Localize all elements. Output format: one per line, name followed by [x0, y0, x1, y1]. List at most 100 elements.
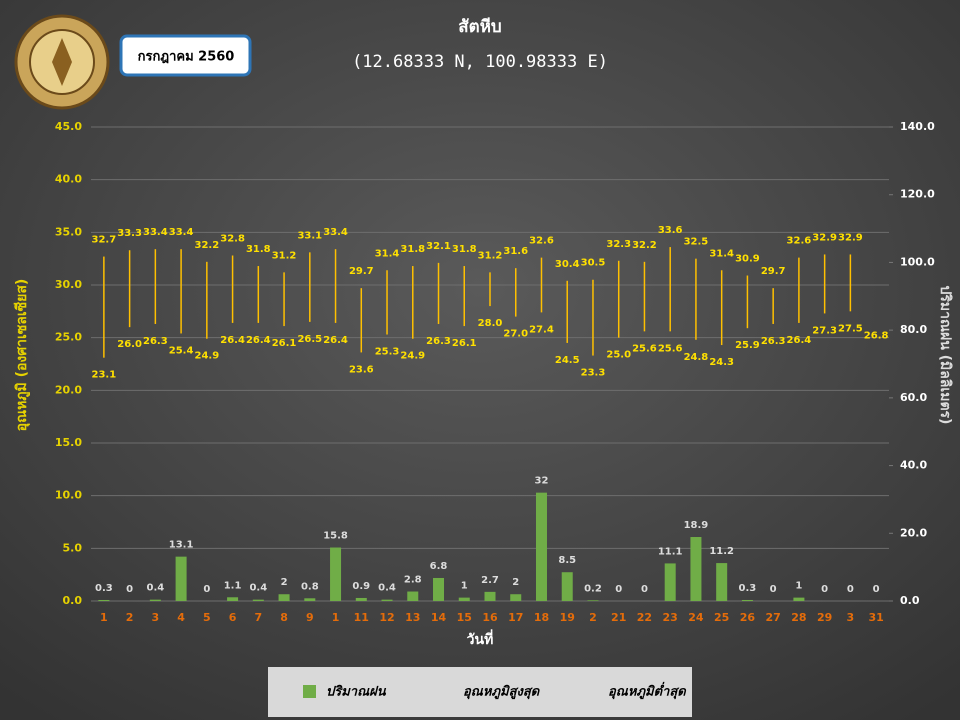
- x-tick-label: 5: [203, 611, 211, 624]
- max-label: 32.8: [220, 234, 245, 245]
- x-tick-label: 4: [177, 611, 185, 624]
- bar-label: 0.2: [584, 583, 602, 594]
- x-tick-label: 12: [379, 611, 394, 624]
- bar: [381, 599, 393, 601]
- x-tick-label: 11: [354, 611, 369, 624]
- bar-label: 0.9: [352, 581, 370, 592]
- bar-label: 0.3: [95, 583, 113, 594]
- y-tick-label: 5.0: [63, 541, 83, 554]
- max-label: 30.9: [735, 254, 760, 265]
- bar-label: 2: [281, 577, 288, 588]
- badge: กรกฎาคม 2560: [138, 50, 235, 65]
- min-label: 24.9: [194, 351, 219, 362]
- bar: [98, 599, 110, 601]
- y2-tick-label: 40.0: [900, 459, 927, 472]
- max-label: 31.8: [246, 244, 271, 255]
- min-label: 23.1: [92, 370, 117, 381]
- y-tick-label: 40.0: [55, 173, 82, 186]
- max-label: 32.9: [812, 232, 837, 243]
- x-tick-label: 8: [280, 611, 288, 624]
- min-label: 26.3: [143, 336, 168, 347]
- bar-label: 0: [847, 584, 854, 595]
- bar: [587, 600, 599, 601]
- max-label: 31.4: [709, 248, 734, 259]
- max-label: 30.5: [581, 258, 606, 269]
- bar: [690, 537, 702, 601]
- y2-tick-label: 0.0: [900, 594, 920, 607]
- bar-label: 0: [641, 584, 648, 595]
- bar: [407, 591, 419, 601]
- x-tick-label: 23: [663, 611, 678, 624]
- x-tick-label: 28: [791, 611, 806, 624]
- x-tick-label: 6: [229, 611, 237, 624]
- min-label: 28.0: [478, 318, 503, 329]
- badge-box: [119, 34, 252, 77]
- y-tick-label: 25.0: [55, 331, 82, 344]
- x-tick-label: 15: [457, 611, 472, 624]
- y-tick-label: 15.0: [55, 436, 82, 449]
- min-label: 25.3: [375, 347, 400, 358]
- min-label: 27.3: [812, 325, 837, 336]
- bar: [535, 492, 547, 601]
- min-label: 26.4: [323, 335, 348, 346]
- bar-label: 2: [512, 577, 519, 588]
- bar-label: 11.2: [709, 546, 734, 557]
- bar-label: 0: [821, 584, 828, 595]
- max-label: 33.4: [169, 227, 194, 238]
- max-label: 32.6: [529, 236, 554, 247]
- chart-title: สัตหีบ: [458, 16, 501, 37]
- x-tick-label: 3: [847, 611, 855, 624]
- y2-tick-label: 60.0: [900, 391, 927, 404]
- y2-tick-label: 120.0: [900, 188, 935, 201]
- min-label: 24.3: [709, 357, 734, 368]
- bar: [433, 577, 445, 601]
- bar-label: 2.7: [481, 575, 499, 586]
- x-tick-label: 14: [431, 611, 447, 624]
- max-label: 30.4: [555, 259, 580, 270]
- max-label: 33.4: [323, 227, 348, 238]
- max-label: 31.2: [272, 250, 297, 261]
- max-label: 31.6: [503, 246, 528, 257]
- y-tick-label: 45.0: [55, 120, 82, 133]
- min-label: 24.9: [400, 351, 425, 362]
- x-tick-label: 3: [152, 611, 160, 624]
- x-tick-label: 16: [482, 611, 498, 624]
- max-label: 29.7: [761, 266, 786, 277]
- min-label: 27.0: [503, 329, 528, 340]
- min-label: 25.6: [658, 343, 683, 354]
- min-label: 26.0: [117, 339, 142, 350]
- x-tick-label: 1: [100, 611, 108, 624]
- bar-label: 6.8: [430, 561, 448, 572]
- legend-label: อุณหภูมิสูงสุด: [463, 685, 541, 700]
- bar-label: 0.4: [378, 583, 396, 594]
- min-label: 26.5: [297, 334, 322, 345]
- max-label: 33.3: [117, 228, 142, 239]
- min-label: 23.6: [349, 364, 374, 375]
- x-tick-label: 2: [589, 611, 597, 624]
- bar-label: 0: [770, 584, 777, 595]
- max-label: 32.5: [684, 237, 709, 248]
- y2-tick-label: 100.0: [900, 255, 935, 268]
- min-label: 25.4: [169, 345, 194, 356]
- x-tick-label: 18: [534, 611, 549, 624]
- legend-label: ปริมาณฝน: [326, 685, 387, 700]
- bar: [304, 598, 316, 601]
- y-tick-label: 30.0: [55, 278, 82, 291]
- bar: [355, 597, 367, 601]
- min-label: 27.5: [838, 323, 863, 334]
- bar-label: 1.1: [224, 580, 242, 591]
- x-tick-label: 7: [254, 611, 262, 624]
- bar: [330, 547, 342, 601]
- max-label: 32.2: [632, 240, 657, 251]
- min-label: 23.3: [581, 368, 606, 379]
- y-tick-label: 0.0: [63, 594, 83, 607]
- x-tick-label: 13: [405, 611, 420, 624]
- x-axis-title: วันที่: [467, 629, 494, 648]
- max-label: 32.3: [606, 239, 631, 250]
- bar-label: 11.1: [658, 546, 683, 557]
- bar-label: 0.8: [301, 581, 319, 592]
- bar-label: 1: [795, 581, 802, 592]
- bar-label: 32: [535, 476, 549, 487]
- max-label: 29.7: [349, 266, 374, 277]
